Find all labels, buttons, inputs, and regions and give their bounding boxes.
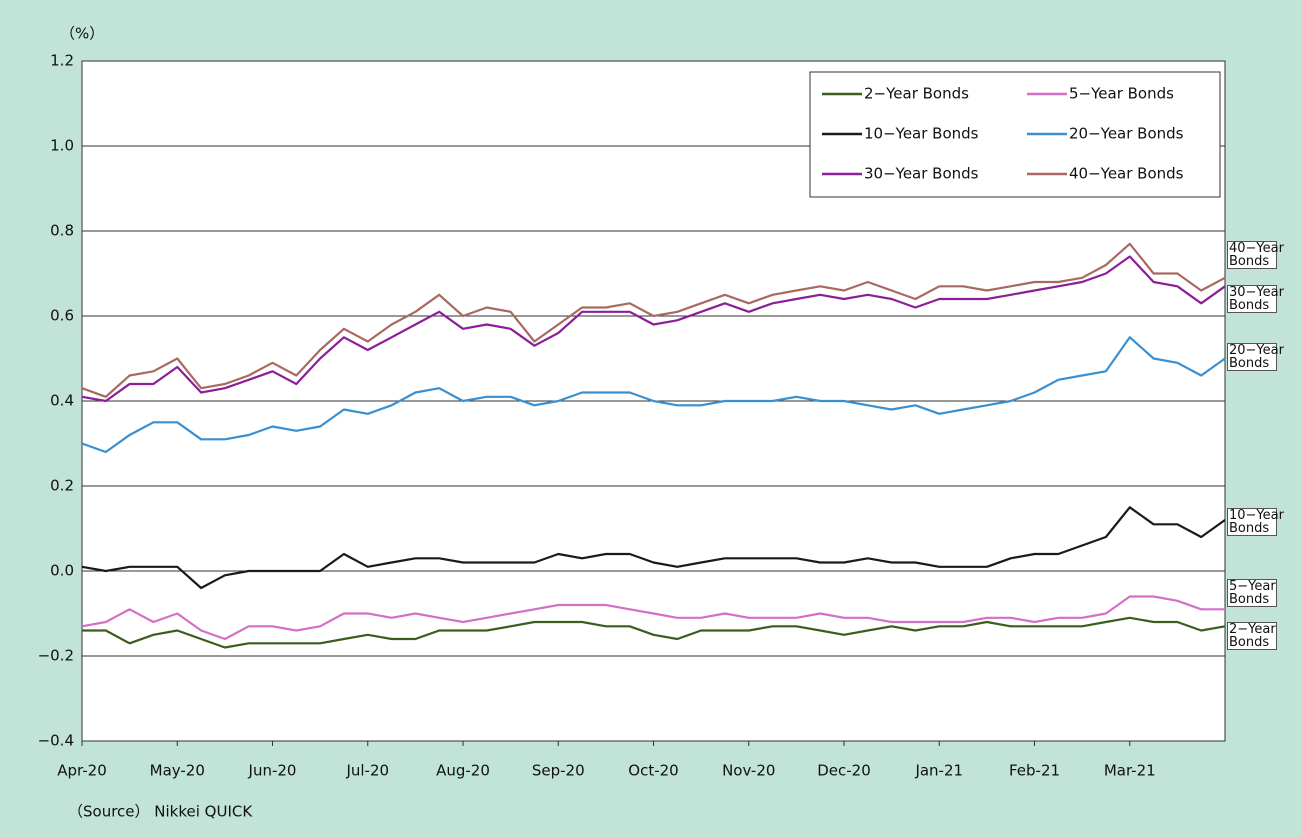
x-tick-label: Jan-21 — [914, 762, 963, 780]
x-tick-label: Jun-20 — [248, 762, 297, 780]
y-tick-label: 0.0 — [50, 562, 74, 580]
y-tick-label: 1.0 — [50, 137, 74, 155]
y-tick-label: −0.4 — [38, 732, 74, 750]
y-tick-label: −0.2 — [38, 647, 74, 665]
x-tick-label: Feb-21 — [1009, 762, 1060, 780]
series-line — [81, 595, 1225, 641]
legend-label: 20−Year Bonds — [1069, 125, 1184, 143]
legend-label: 2−Year Bonds — [864, 85, 969, 103]
x-tick-label: Mar-21 — [1104, 762, 1156, 780]
end-label: 30−Year Bonds — [1227, 285, 1284, 313]
end-label: 2−Year Bonds — [1227, 622, 1277, 650]
y-tick-label: 1.2 — [50, 52, 74, 70]
series-line — [81, 255, 1226, 403]
series-line — [81, 336, 1226, 454]
legend-label: 5−Year Bonds — [1069, 85, 1174, 103]
x-tick-label: Nov-20 — [722, 762, 775, 780]
end-label: 10−Year Bonds — [1227, 508, 1284, 536]
y-tick-label: 0.4 — [50, 392, 74, 410]
x-tick-label: Apr-20 — [57, 762, 107, 780]
end-label: 5−Year Bonds — [1227, 579, 1277, 607]
series-line — [81, 242, 1226, 398]
y-tick-label: 0.2 — [50, 477, 74, 495]
legend-label: 30−Year Bonds — [864, 165, 979, 183]
legend-label: 40−Year Bonds — [1069, 165, 1184, 183]
legend-box — [809, 71, 1221, 198]
x-tick-label: Oct-20 — [628, 762, 678, 780]
end-label: 20−Year Bonds — [1227, 343, 1284, 371]
legend-label: 10−Year Bonds — [864, 125, 979, 143]
x-tick-label: May-20 — [150, 762, 205, 780]
source-note: （Source） Nikkei QUICK — [68, 803, 253, 821]
x-tick-label: Sep-20 — [532, 762, 585, 780]
y-unit: （%） — [60, 25, 104, 43]
series-line — [82, 616, 1226, 649]
series-line — [81, 506, 1226, 590]
y-tick-label: 0.8 — [50, 222, 74, 240]
end-label: 40−Year Bonds — [1227, 241, 1284, 269]
x-tick-label: Dec-20 — [817, 762, 871, 780]
y-tick-label: 0.6 — [50, 307, 74, 325]
x-tick-label: Aug-20 — [436, 762, 490, 780]
x-tick-label: Jul-20 — [345, 762, 389, 780]
